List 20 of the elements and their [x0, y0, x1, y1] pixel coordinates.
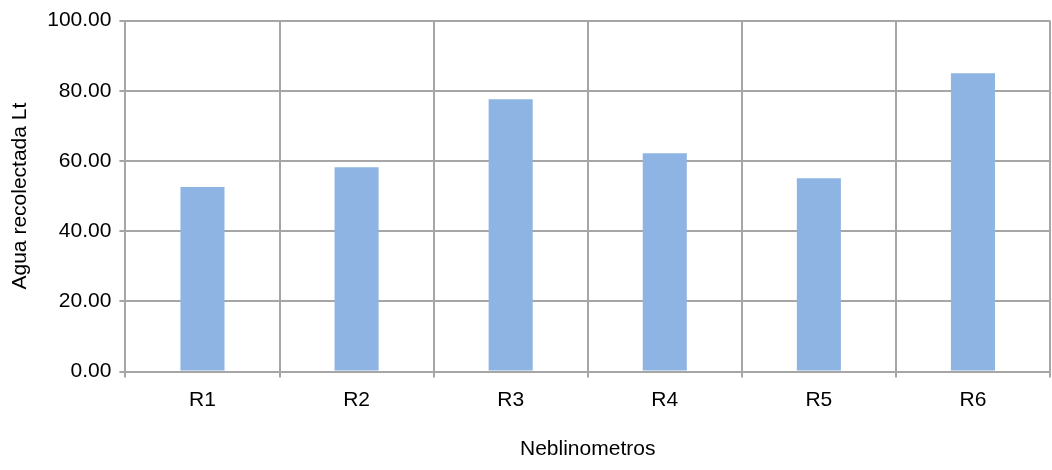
- x-axis-title: Neblinometros: [520, 436, 656, 460]
- y-tick-label: 40.00: [58, 218, 112, 241]
- y-tick-label: 0.00: [70, 358, 112, 382]
- y-tick-label: 80.00: [58, 77, 112, 101]
- x-tick-label: R5: [805, 387, 833, 410]
- bar: [334, 167, 379, 371]
- bar: [488, 99, 533, 371]
- x-tick-label: R3: [497, 387, 525, 410]
- y-tick-label: 60.00: [58, 147, 112, 171]
- bar: [642, 153, 687, 371]
- x-tick-label: R4: [651, 387, 679, 410]
- y-tick-label: 100.00: [47, 7, 112, 31]
- bar: [180, 186, 225, 371]
- x-tick-label: R1: [189, 387, 216, 410]
- x-tick-label: R6: [959, 387, 987, 410]
- bar: [950, 73, 995, 371]
- bar: [796, 178, 841, 371]
- x-tick-label: R2: [343, 387, 370, 410]
- y-axis-title: Agua recolectada Lt: [7, 102, 31, 290]
- y-tick-label: 20.00: [58, 288, 112, 312]
